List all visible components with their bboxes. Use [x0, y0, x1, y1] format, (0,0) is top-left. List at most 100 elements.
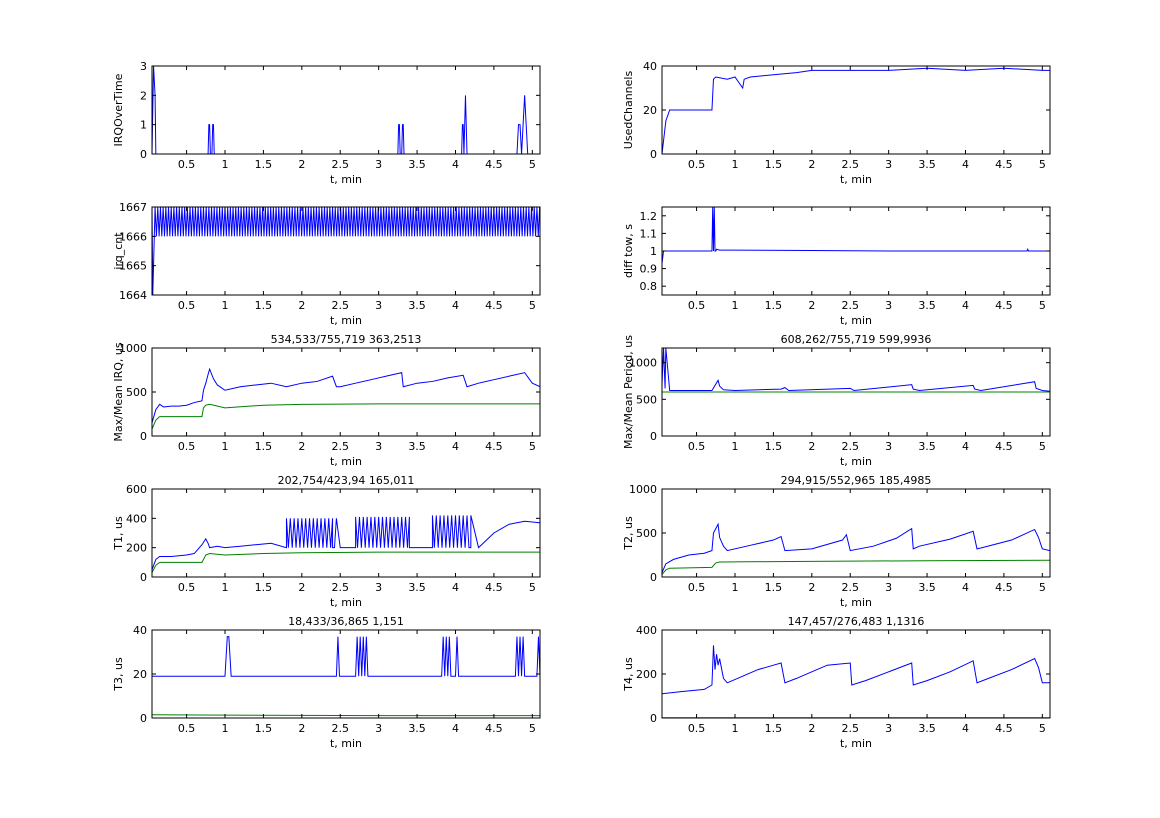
x-tick-label: 3: [375, 299, 382, 312]
chart-title: 534,533/755,719 363,2513: [271, 333, 422, 346]
plot-frame: [661, 347, 1051, 437]
x-tick-label: 3: [375, 440, 382, 453]
y-tick-label: 1: [140, 119, 147, 132]
series-line: [152, 551, 540, 573]
x-tick-label: 1: [221, 581, 228, 594]
x-tick-label: 0.5: [178, 299, 196, 312]
x-tick-label: 5: [529, 581, 536, 594]
chart-title: 147,457/276,483 1,1316: [788, 615, 925, 628]
chart-title: 608,262/755,719 599,9936: [781, 333, 932, 346]
x-tick-label: 2: [808, 440, 815, 453]
chart-title: 294,915/552,965 185,4985: [781, 474, 932, 487]
y-tick-label: 1664: [119, 289, 147, 302]
y-tick-label: 600: [126, 483, 147, 496]
series-line: [662, 348, 1050, 392]
series-line: [152, 207, 540, 295]
x-tick-label: 4: [962, 581, 969, 594]
x-tick-label: 2: [808, 722, 815, 735]
x-tick-label: 1: [731, 581, 738, 594]
chart-panel: 147,457/276,483 1,1316 0.5 1 1.5 2 2.5 3 3.5 4 4.…: [622, 615, 1051, 750]
x-axis-label: t, min: [330, 455, 362, 468]
x-tick-label: 2.5: [331, 440, 349, 453]
y-tick-label: 500: [636, 393, 657, 406]
y-tick-label: 0: [140, 430, 147, 443]
x-tick-label: 1.5: [765, 440, 783, 453]
x-tick-label: 4: [452, 722, 459, 735]
x-tick-label: 1.5: [255, 299, 273, 312]
chart-panel: 294,915/552,965 185,4985 0.5 1 1.5 2 2.5 3 3.5 4…: [622, 474, 1051, 609]
x-tick-label: 5: [529, 299, 536, 312]
x-tick-label: 3.5: [918, 581, 936, 594]
y-tick-label: 0.9: [640, 263, 658, 276]
y-axis-label: T2, us: [622, 516, 635, 551]
x-tick-label: 4.5: [485, 299, 503, 312]
x-tick-label: 4: [962, 722, 969, 735]
x-tick-label: 1.5: [255, 158, 273, 171]
y-tick-label: 2: [140, 89, 147, 102]
x-axis-label: t, min: [840, 596, 872, 609]
x-tick-label: 0.5: [178, 440, 196, 453]
chart-title: 202,754/423,94 165,011: [278, 474, 415, 487]
x-tick-label: 3.5: [408, 581, 426, 594]
x-tick-label: 3: [885, 440, 892, 453]
series-line: [662, 207, 1050, 264]
x-tick-label: 0.5: [688, 581, 706, 594]
x-tick-label: 1: [731, 722, 738, 735]
y-tick-label: 1000: [629, 483, 657, 496]
x-tick-label: 3.5: [408, 440, 426, 453]
x-tick-label: 3: [885, 299, 892, 312]
y-tick-label: 400: [126, 512, 147, 525]
y-axis-label: diff tow, s: [622, 224, 635, 278]
chart-title: 18,433/36,865 1,151: [288, 615, 404, 628]
y-axis-label: Max/Mean Period, us: [622, 335, 635, 449]
x-tick-label: 3.5: [408, 158, 426, 171]
x-tick-label: 3: [375, 158, 382, 171]
y-tick-label: 200: [126, 542, 147, 555]
x-tick-label: 2.5: [841, 581, 859, 594]
x-tick-label: 1.5: [255, 722, 273, 735]
x-axis-label: t, min: [330, 596, 362, 609]
y-tick-label: 1665: [119, 260, 147, 273]
x-tick-label: 1: [731, 158, 738, 171]
x-tick-label: 0.5: [178, 722, 196, 735]
x-tick-label: 3: [375, 581, 382, 594]
y-tick-label: 0: [650, 430, 657, 443]
x-tick-label: 0.5: [178, 158, 196, 171]
x-tick-label: 4.5: [995, 440, 1013, 453]
y-axis-label: T3, us: [112, 657, 125, 692]
y-tick-label: 0: [140, 148, 147, 161]
x-tick-label: 4: [452, 158, 459, 171]
x-tick-label: 5: [1039, 581, 1046, 594]
x-tick-label: 5: [1039, 158, 1046, 171]
x-tick-label: 4: [962, 299, 969, 312]
series-line: [152, 367, 540, 423]
x-tick-label: 4: [962, 440, 969, 453]
series-line: [152, 66, 540, 154]
y-tick-label: 1.1: [640, 227, 658, 240]
x-tick-label: 4.5: [995, 158, 1013, 171]
series-line: [662, 67, 1050, 154]
x-tick-label: 1: [221, 158, 228, 171]
series-line: [152, 515, 540, 570]
y-tick-label: 1666: [119, 230, 147, 243]
y-tick-label: 40: [643, 60, 657, 73]
y-tick-label: 0: [650, 712, 657, 725]
x-tick-label: 4.5: [485, 440, 503, 453]
y-tick-label: 400: [636, 624, 657, 637]
x-tick-label: 3: [885, 158, 892, 171]
series-line: [152, 636, 540, 677]
plot-frame: [151, 206, 541, 296]
y-tick-label: 1667: [119, 201, 147, 214]
x-tick-label: 2: [298, 581, 305, 594]
y-axis-label: T1, us: [112, 516, 125, 551]
x-tick-label: 5: [1039, 722, 1046, 735]
x-tick-label: 1.5: [255, 440, 273, 453]
x-axis-label: t, min: [330, 314, 362, 327]
chart-panel: 0.5 1 1.5 2 2.5 3 3.5 4 4.5 5 0 20 40 t, min UsedChann…: [622, 60, 1051, 186]
x-tick-label: 5: [1039, 299, 1046, 312]
y-tick-label: 20: [643, 104, 657, 117]
x-tick-label: 5: [529, 158, 536, 171]
chart-panel: 18,433/36,865 1,151 0.5 1 1.5 2 2.5 3 3.5 4 4.5 5 0…: [112, 615, 541, 750]
